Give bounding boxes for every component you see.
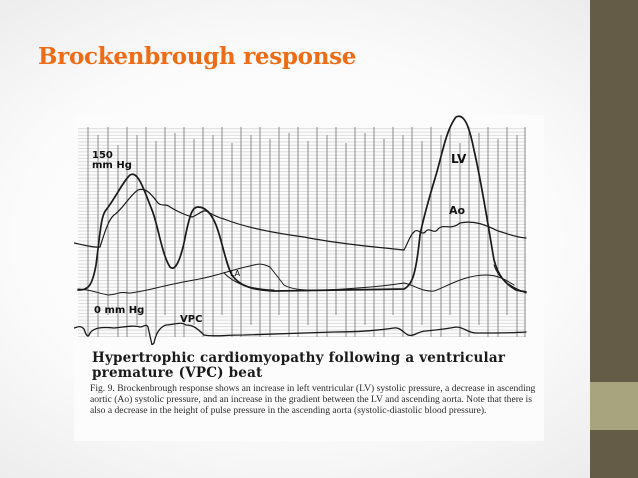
slide-title: Brockenbrough response [38, 43, 357, 70]
trace-label-lv: LV [451, 152, 467, 166]
trace-label-vpc: VPC [180, 314, 203, 325]
sidebar-accent-band [590, 382, 638, 430]
pressure-waveform-graphic [74, 115, 527, 345]
la-pressure-trace [77, 263, 515, 296]
ao-pressure-trace [74, 188, 527, 251]
figure-caption: Fig. 9. Brockenbrough response shows an … [90, 383, 536, 416]
lv-pressure-trace [77, 115, 527, 293]
pressure-tracing-figure: 150 mm Hg LV Ao LA 0 mm Hg VPC Hypertrop… [74, 115, 544, 441]
trace-label-ao: Ao [449, 204, 466, 217]
lv-pressure-trace-secondary [223, 264, 527, 294]
grid-horizontal-lines [78, 127, 526, 337]
axis-label-150: 150 [92, 150, 113, 161]
decorative-sidebar [590, 0, 638, 478]
ecg-trace [74, 322, 527, 345]
axis-label-baseline: 0 mm Hg [94, 305, 145, 316]
axis-label-top-unit: mm Hg [92, 160, 132, 171]
trace-label-la: LA [230, 269, 241, 278]
figure-heading: Hypertrophic cardiomyopathy following a … [92, 350, 506, 381]
